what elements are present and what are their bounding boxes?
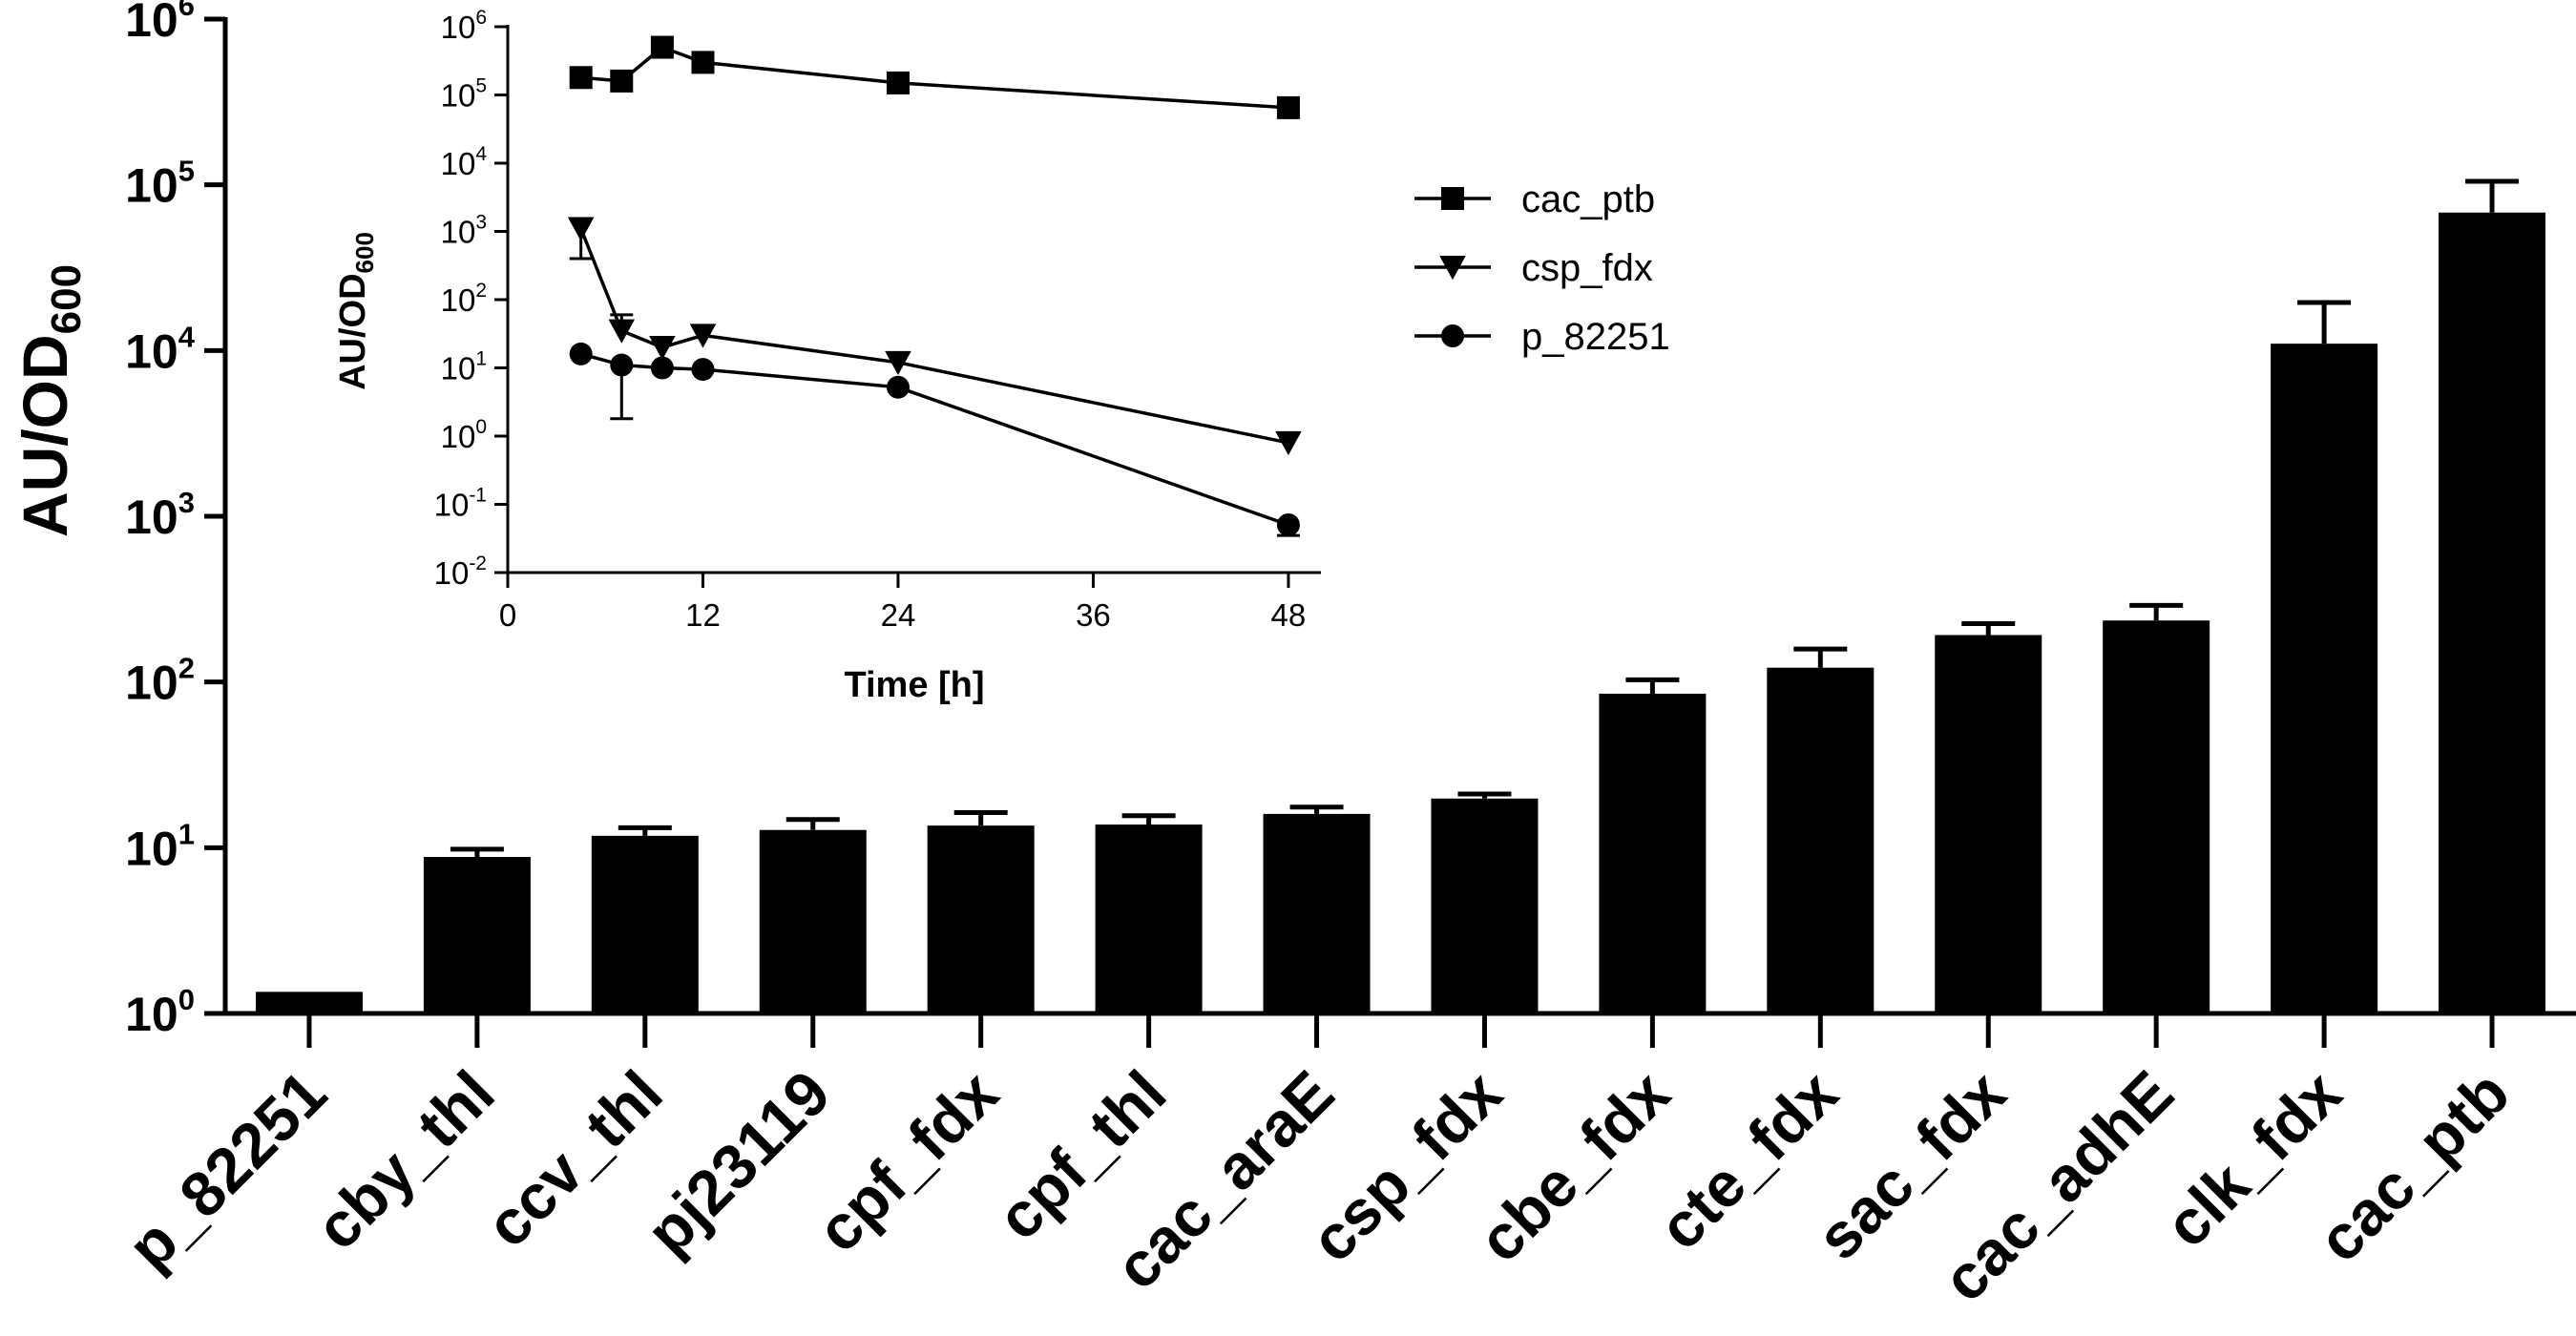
bar-cac_adhE: [2103, 620, 2210, 1013]
bar-cte_fdx: [1767, 667, 1874, 1013]
inset-x-tick-label: 24: [881, 597, 916, 633]
main-x-ticks-group: [306, 1013, 2495, 1048]
inset-y-axis-title-main: AU/OD: [333, 273, 373, 389]
bar-p_82251: [255, 992, 363, 1013]
bar-cpf_thl: [1095, 825, 1203, 1013]
bar-sac_fdx: [1935, 635, 2042, 1013]
point-csp_fdx: [567, 217, 595, 241]
point-p_82251: [1276, 513, 1300, 537]
bar-cbe_fdx: [1599, 693, 1707, 1013]
inset-y-tick-label: 100: [441, 416, 487, 454]
point-p_82251: [569, 342, 593, 365]
point-csp_fdx: [689, 324, 717, 348]
main-y-tick-label: 101: [125, 817, 195, 875]
bar-ccv_thl: [591, 835, 699, 1013]
inset-y-tick-label: 105: [441, 75, 487, 114]
inset-x-tick-label: 12: [685, 597, 721, 633]
bar-cac_araE: [1263, 813, 1371, 1013]
category-label-cby_thl: cby_thl: [302, 1057, 508, 1263]
legend-label: cac_ptb: [1521, 178, 1655, 220]
main-y-tick-label: 104: [125, 320, 196, 378]
point-csp_fdx: [608, 319, 636, 344]
legend-marker: [1441, 324, 1464, 347]
point-p_82251: [650, 356, 674, 380]
series-line-csp_fdx: [579, 227, 1289, 445]
main-y-tick-label: 100: [125, 983, 195, 1041]
point-cac_ptb: [886, 71, 910, 94]
point-cac_ptb: [610, 69, 634, 93]
category-label-cpf_fdx: cpf_fdx: [803, 1056, 1011, 1264]
series-line-cac_ptb: [580, 45, 1289, 110]
legend-item-cac_ptb: cac_ptb: [1414, 178, 1655, 220]
main-y-tick-label: 103: [125, 486, 195, 544]
series-p_82251: [569, 342, 1300, 537]
bar-cby_thl: [423, 856, 531, 1013]
inset-y-axis-title-subscript: 600: [350, 232, 379, 273]
bar-cpf_fdx: [927, 825, 1035, 1013]
legend-item-p_82251: p_82251: [1414, 316, 1670, 358]
point-cac_ptb: [569, 66, 593, 90]
main-y-tick-label: 106: [125, 0, 195, 47]
inset-x-tick-label: 0: [499, 597, 516, 633]
main-error-bars-group: [450, 178, 2520, 857]
inset-series-group: [567, 35, 1302, 537]
bar-pj23119: [759, 829, 867, 1013]
point-p_82251: [886, 375, 910, 399]
series-line-p_82251: [580, 352, 1289, 527]
bar-cac_ptb: [2439, 212, 2546, 1014]
inset-x-ticks-group: 0 12 24 36 48: [499, 573, 1306, 633]
inset-y-tick-label: 104: [441, 143, 488, 181]
series-cac_ptb: [569, 35, 1300, 119]
inset-legend: cac_ptb csp_fdx p_82251: [1414, 178, 1670, 358]
inset-x-tick-label: 36: [1076, 597, 1111, 633]
inset-y-ticks-group: 10-2 10-1 100 101 102 103 104 105 106: [434, 7, 508, 591]
main-y-ticks-group: 100 101 102 103 104 105 106: [125, 0, 225, 1041]
legend-label: csp_fdx: [1521, 247, 1653, 289]
inset-y-tick-label: 101: [441, 348, 487, 386]
main-y-axis-title: AU/OD600: [10, 264, 90, 537]
inset-y-tick-label: 103: [441, 212, 487, 250]
point-cac_ptb: [1276, 95, 1300, 119]
main-bar-chart: 100 101 102 103 104 105 106 p_82251cby_thlccv_…: [10, 0, 2576, 1315]
main-y-tick-label: 102: [125, 652, 195, 710]
category-label-pj23119: pj23119: [633, 1057, 844, 1268]
point-cac_ptb: [691, 51, 715, 74]
point-csp_fdx: [1275, 430, 1302, 456]
point-csp_fdx: [649, 335, 676, 361]
inset-x-tick-label: 48: [1271, 597, 1307, 633]
legend-marker: [1439, 256, 1466, 281]
inset-y-axis-title: AU/OD600: [333, 232, 379, 390]
inset-y-tick-label: 102: [441, 280, 487, 318]
main-bars-group: [255, 212, 2546, 1014]
main-y-tick-label: 105: [125, 155, 195, 213]
inset-y-tick-label: 106: [441, 7, 487, 45]
point-p_82251: [610, 353, 634, 377]
main-axes-group: [222, 17, 2576, 1016]
main-y-axis-title-main: AU/OD: [10, 334, 80, 537]
legend-marker: [1441, 187, 1464, 210]
inset-x-axis-title: Time [h]: [844, 665, 984, 705]
main-y-axis-title-subscript: 600: [43, 264, 90, 334]
legend-label: p_82251: [1521, 316, 1670, 358]
point-p_82251: [691, 358, 715, 382]
inset-y-tick-label: 10-1: [434, 485, 487, 523]
category-label-p_82251: p_82251: [114, 1057, 340, 1284]
bar-clk_fdx: [2271, 344, 2378, 1014]
point-csp_fdx: [885, 350, 911, 376]
inset-y-tick-label: 10-2: [434, 553, 487, 591]
series-csp_fdx: [567, 217, 1302, 456]
legend-item-csp_fdx: csp_fdx: [1414, 247, 1653, 289]
bar-csp_fdx: [1431, 798, 1539, 1013]
main-category-labels-group: p_82251cby_thlccv_thlpj23119cpf_fdxcpf_t…: [114, 1056, 2523, 1314]
point-cac_ptb: [650, 35, 674, 59]
